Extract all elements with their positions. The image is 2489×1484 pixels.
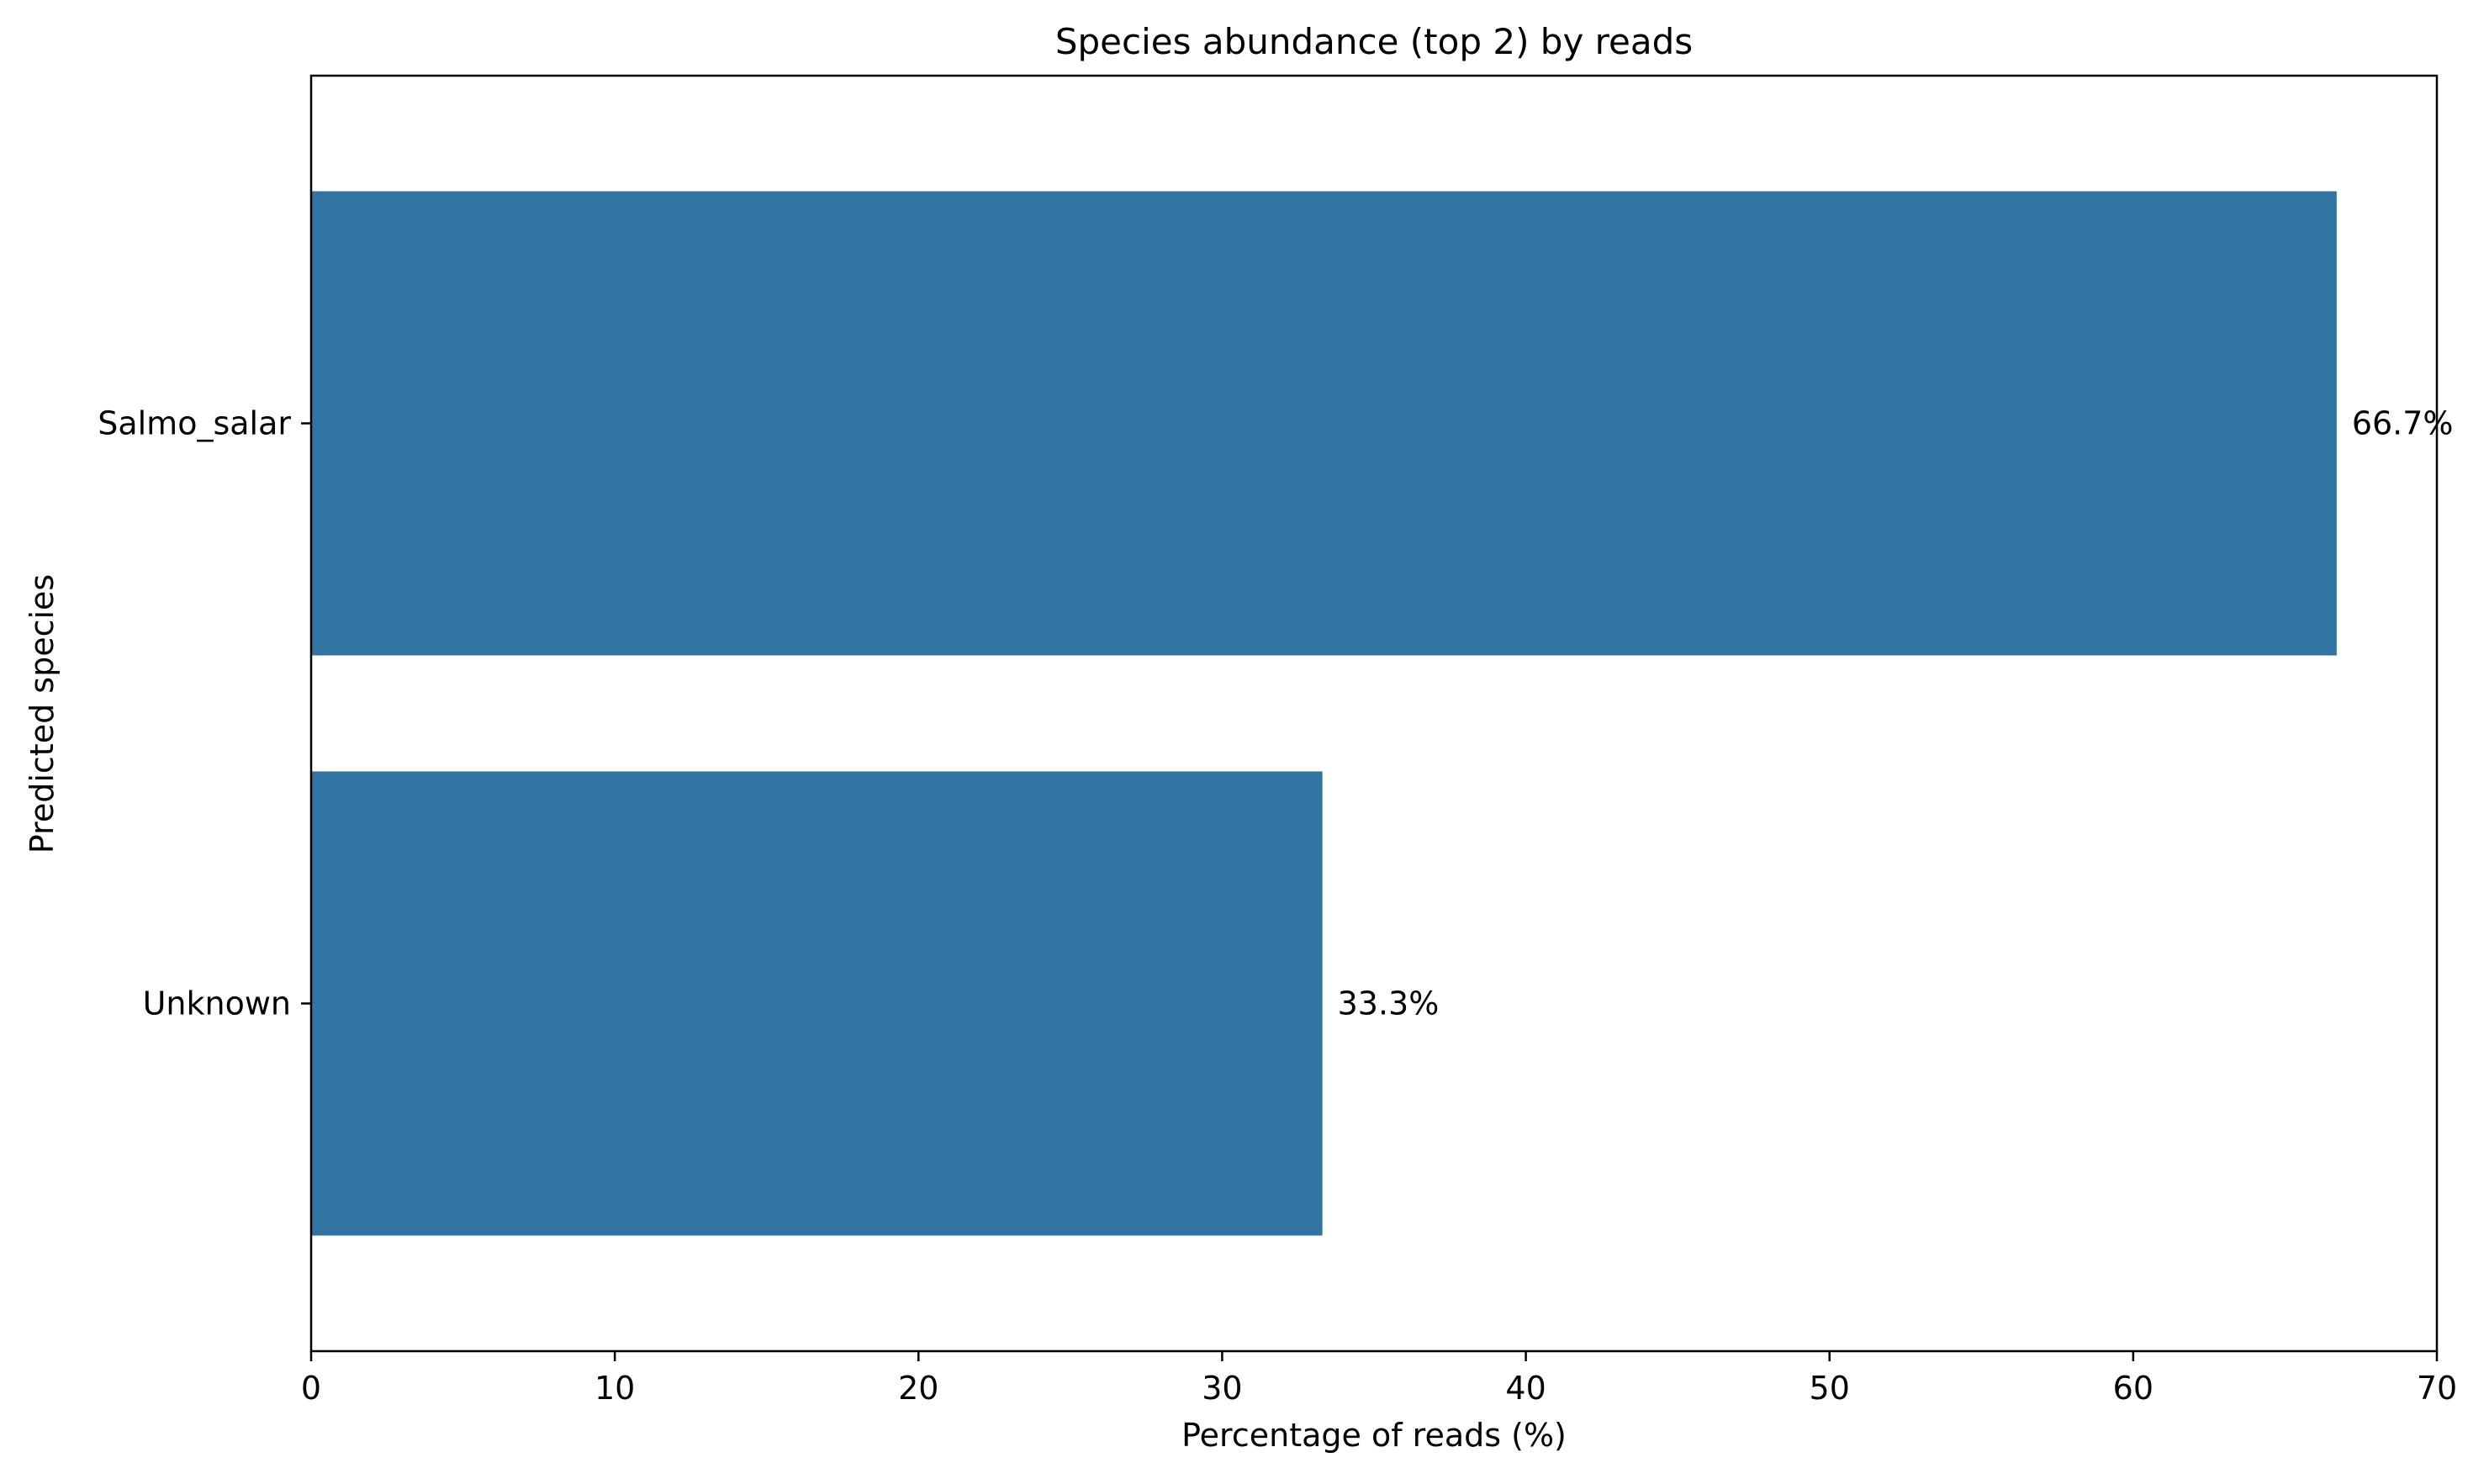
y-tick-label: Salmo_salar	[98, 405, 291, 442]
x-axis-ticks: 0 10 20 30 40 50 60 70	[301, 1351, 2457, 1407]
y-axis-label: Predicted species	[24, 574, 61, 853]
x-tick-label: 10	[595, 1370, 635, 1407]
bar-unknown	[311, 771, 1323, 1236]
plot-area-frame	[309, 74, 2439, 1353]
x-tick-label: 20	[898, 1370, 938, 1407]
x-tick-label: 30	[1202, 1370, 1242, 1407]
x-axis-label: Percentage of reads (%)	[1181, 1417, 1567, 1454]
x-tick-label: 40	[1505, 1370, 1546, 1407]
x-tick-label: 70	[2417, 1370, 2457, 1407]
x-tick-label: 60	[2113, 1370, 2153, 1407]
y-tick-label: Unknown	[143, 985, 291, 1022]
x-tick-label: 50	[1810, 1370, 1850, 1407]
bars-group	[311, 191, 2337, 1236]
data-label: 66.7%	[2352, 405, 2454, 442]
chart-title: Species abundance (top 2) by reads	[1055, 21, 1693, 62]
bar-salmo-salar	[311, 191, 2337, 656]
x-tick-label: 0	[301, 1370, 321, 1407]
y-axis-ticks: Salmo_salar Unknown	[98, 405, 311, 1022]
data-label: 33.3%	[1338, 985, 1440, 1022]
